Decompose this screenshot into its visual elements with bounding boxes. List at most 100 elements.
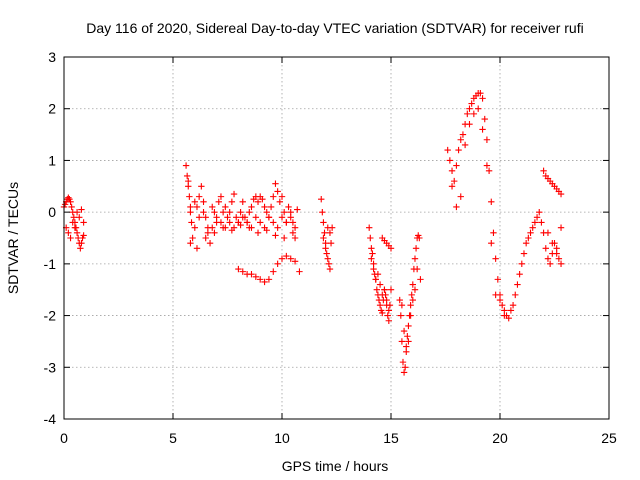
data-point	[444, 146, 451, 154]
data-point	[230, 190, 238, 198]
x-tick-label: 10	[274, 430, 290, 446]
data-point	[206, 239, 214, 247]
data-point	[183, 172, 191, 180]
data-point	[188, 219, 195, 226]
data-point	[228, 227, 236, 234]
data-point	[257, 219, 264, 226]
x-tick-label: 0	[60, 430, 68, 446]
data-point	[405, 338, 412, 345]
data-point	[67, 234, 74, 242]
data-point	[399, 358, 407, 366]
data-point	[254, 198, 262, 205]
data-point	[278, 214, 286, 221]
y-tick-label: 1	[48, 152, 56, 168]
data-point	[209, 203, 216, 211]
data-point	[468, 100, 475, 107]
data-point	[243, 219, 251, 226]
data-point	[237, 221, 244, 229]
data-point	[385, 307, 393, 314]
data-point	[276, 198, 284, 205]
data-point	[323, 250, 330, 257]
data-point	[217, 219, 225, 226]
data-point	[398, 302, 406, 309]
data-point	[287, 214, 294, 221]
data-point	[189, 234, 196, 242]
y-tick-label: 0	[48, 204, 56, 220]
data-point	[274, 260, 281, 268]
data-point	[69, 219, 76, 226]
data-point	[483, 162, 491, 169]
x-tick-label: 5	[169, 430, 177, 446]
data-point	[327, 239, 335, 247]
data-point	[407, 302, 414, 309]
data-point	[498, 302, 506, 309]
data-point	[211, 208, 218, 216]
data-point	[289, 229, 297, 237]
x-tick-label: 20	[492, 430, 508, 446]
x-tick-label: 25	[601, 430, 617, 446]
data-point	[485, 167, 493, 174]
data-point	[540, 167, 547, 174]
data-point	[381, 286, 388, 293]
data-point	[401, 364, 409, 371]
data-point	[411, 255, 419, 262]
data-point	[320, 234, 327, 242]
data-point	[417, 276, 424, 283]
data-point	[202, 214, 209, 221]
data-point	[226, 208, 233, 216]
data-point	[385, 317, 393, 324]
data-point	[373, 286, 381, 293]
data-point	[379, 291, 386, 299]
y-tick-label: -1	[44, 256, 57, 272]
data-point	[448, 167, 456, 174]
data-point	[213, 214, 220, 221]
data-point	[294, 206, 301, 213]
data-point	[538, 219, 545, 226]
chart-title: Day 116 of 2020, Sidereal Day-to-day VTE…	[86, 20, 583, 36]
data-point	[254, 229, 262, 237]
data-point	[405, 322, 412, 330]
data-point	[496, 296, 504, 304]
data-point	[187, 208, 194, 216]
y-tick-label: -3	[44, 359, 57, 375]
data-point	[453, 162, 460, 169]
data-point	[387, 286, 395, 293]
data-point	[542, 245, 549, 252]
data-point	[370, 265, 377, 273]
data-point	[261, 203, 268, 211]
data-point	[408, 291, 415, 299]
data-point	[397, 312, 405, 319]
data-point	[246, 208, 253, 216]
data-point	[263, 227, 270, 234]
data-point	[396, 296, 403, 304]
data-point	[283, 252, 290, 260]
data-point	[228, 198, 236, 205]
data-point	[73, 208, 81, 216]
data-point	[283, 219, 290, 226]
data-point	[403, 343, 410, 350]
data-point	[520, 250, 528, 257]
data-point	[368, 255, 375, 262]
data-point	[287, 255, 294, 262]
data-point	[77, 245, 84, 252]
data-point	[412, 245, 420, 252]
data-point	[187, 239, 194, 247]
data-point	[68, 203, 75, 211]
data-point	[200, 208, 207, 216]
data-point	[546, 260, 554, 268]
data-point	[224, 214, 231, 221]
data-point	[80, 219, 87, 226]
data-point	[78, 239, 85, 247]
data-point	[509, 302, 517, 309]
data-point	[235, 265, 242, 273]
y-tick-label: -2	[44, 308, 57, 324]
data-point	[492, 291, 499, 299]
data-point	[219, 208, 227, 216]
data-point	[409, 296, 416, 304]
data-point	[379, 309, 386, 317]
data-point	[400, 327, 408, 335]
data-point	[219, 224, 227, 231]
data-point	[494, 276, 502, 283]
data-point	[78, 206, 85, 213]
data-point	[193, 203, 201, 211]
